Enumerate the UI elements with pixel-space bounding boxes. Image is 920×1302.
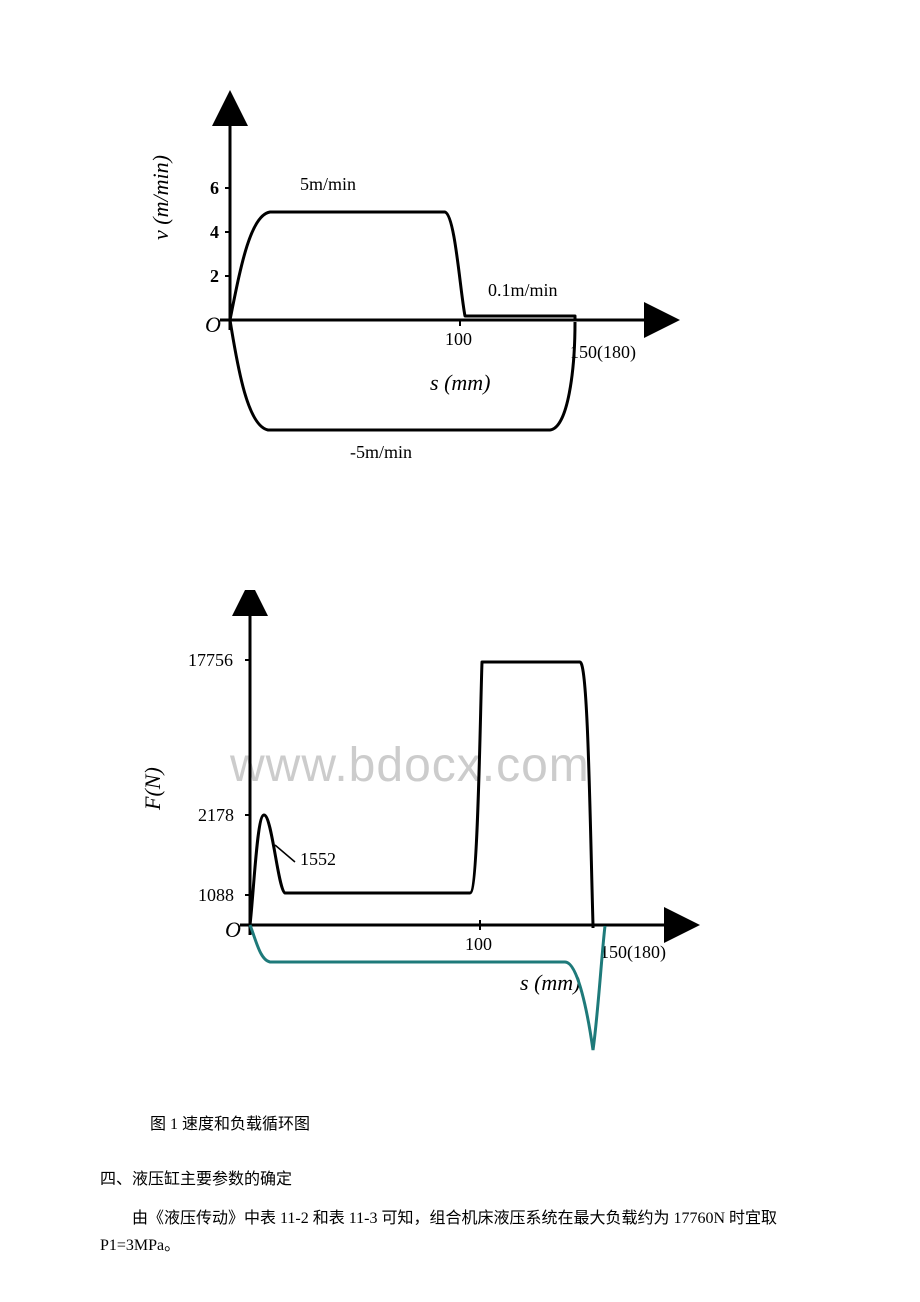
x-end-label: 150(180) [600, 942, 666, 963]
x-end-label: 150(180) [570, 342, 636, 363]
label-5mmin: 5m/min [300, 174, 356, 194]
y-tick-1088: 1088 [198, 885, 234, 905]
x-tick-100: 100 [445, 329, 472, 349]
label-0p1mmin: 0.1m/min [488, 280, 558, 300]
origin-label: O [205, 312, 221, 337]
x-tick-100: 100 [465, 934, 492, 954]
y-axis-title: v (m/min) [148, 155, 173, 240]
y-tick-6: 6 [210, 178, 219, 198]
y-tick-4: 4 [210, 222, 219, 242]
figure-caption: 图 1 速度和负载循环图 [150, 1110, 310, 1134]
x-axis-title: s (mm) [520, 970, 581, 995]
y-tick-2: 2 [210, 266, 219, 286]
top-curve [230, 212, 575, 320]
origin-label: O [225, 917, 241, 942]
velocity-chart: 6 4 2 O v (m/min) 100 150(180) s (mm) 5m… [130, 90, 750, 520]
y-tick-2178: 2178 [198, 805, 234, 825]
x-axis-title: s (mm) [430, 370, 491, 395]
body-paragraph: 由《液压传动》中表 11-2 和表 11-3 可知，组合机床液压系统在最大负载约… [100, 1205, 820, 1259]
label-1552: 1552 [300, 849, 336, 869]
bottom-curve [230, 320, 575, 430]
label-neg5mmin: -5m/min [350, 442, 412, 462]
force-chart-svg: 17756 2178 1088 O F(N) 100 150(180) s (m… [130, 590, 750, 1080]
y-axis-title: F(N) [140, 767, 165, 811]
upper-curve [250, 662, 593, 925]
force-chart: 17756 2178 1088 O F(N) 100 150(180) s (m… [130, 590, 750, 1080]
velocity-chart-svg: 6 4 2 O v (m/min) 100 150(180) s (mm) 5m… [130, 90, 750, 520]
y-tick-17756: 17756 [188, 650, 233, 670]
section-heading: 四、液压缸主要参数的确定 [100, 1165, 292, 1189]
